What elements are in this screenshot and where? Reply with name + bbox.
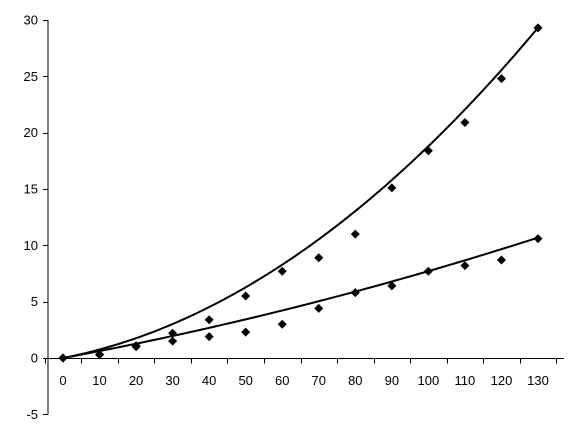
y-tick-label: 0: [31, 351, 38, 366]
x-tick-label: 20: [129, 373, 143, 388]
y-tick-label: 25: [24, 69, 38, 84]
x-tick-label: 50: [238, 373, 252, 388]
y-tick-label: 10: [24, 238, 38, 253]
data-point-series-2: [95, 350, 105, 360]
data-point-series-2: [277, 319, 287, 329]
y-tick-label: 15: [24, 182, 38, 197]
data-point-series-1: [496, 74, 506, 84]
data-point-series-1: [460, 118, 470, 128]
y-tick-label: -5: [26, 407, 38, 422]
x-axis: 0 10 20 30 40 50 60 70 80 90 100 110 120 130: [45, 358, 564, 388]
data-point-series-1: [423, 146, 433, 156]
data-point-series-2: [423, 266, 433, 276]
data-point-series-2: [460, 261, 470, 271]
data-point-series-2: [241, 327, 251, 337]
x-tick-label: 80: [348, 373, 362, 388]
y-tick-label: 5: [31, 294, 38, 309]
data-points: [58, 23, 543, 363]
trend-lines: [62, 27, 539, 359]
data-point-series-1: [168, 328, 178, 338]
x-tick-label: 30: [165, 373, 179, 388]
x-tick-label: 10: [92, 373, 106, 388]
data-point-series-1: [314, 253, 324, 263]
data-point-series-2: [204, 332, 214, 342]
data-point-series-1: [533, 23, 543, 33]
data-point-series-1: [241, 291, 251, 301]
data-point-series-1: [204, 315, 214, 325]
data-point-series-2: [533, 234, 543, 244]
y-axis: -5 0 5 10 15 20 25 30: [24, 13, 49, 422]
data-point-series-2: [314, 303, 324, 313]
x-tick-label: 130: [527, 373, 549, 388]
data-point-series-2: [350, 288, 360, 298]
data-point-series-2: [387, 281, 397, 291]
y-tick-label: 30: [24, 13, 38, 28]
data-point-series-2: [168, 336, 178, 346]
data-point-series-2: [58, 353, 68, 363]
x-tick-label: 70: [312, 373, 326, 388]
trend-line-2: [62, 236, 539, 359]
data-point-series-2: [131, 342, 141, 352]
data-point-series-1: [387, 183, 397, 193]
data-point-series-1: [277, 266, 287, 276]
data-point-series-2: [496, 255, 506, 265]
x-tick-label: 0: [59, 373, 66, 388]
y-tick-label: 20: [24, 125, 38, 140]
x-tick-label: 120: [491, 373, 513, 388]
trend-line-1: [62, 27, 539, 359]
x-tick-label: 100: [418, 373, 440, 388]
x-tick-label: 60: [275, 373, 289, 388]
data-point-series-1: [350, 229, 360, 239]
x-tick-label: 90: [385, 373, 399, 388]
x-tick-label: 110: [455, 373, 476, 388]
x-tick-label: 40: [202, 373, 216, 388]
